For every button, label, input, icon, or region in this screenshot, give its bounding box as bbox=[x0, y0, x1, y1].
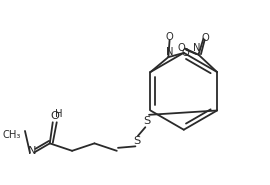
Text: H: H bbox=[55, 109, 62, 119]
Text: O: O bbox=[182, 48, 190, 58]
Text: S: S bbox=[143, 116, 150, 126]
Text: O: O bbox=[201, 33, 209, 43]
Text: N: N bbox=[194, 43, 201, 53]
Text: O: O bbox=[50, 111, 59, 121]
Text: N: N bbox=[166, 47, 173, 57]
Text: N: N bbox=[28, 146, 37, 156]
Text: CH₃: CH₃ bbox=[3, 130, 21, 140]
Text: O: O bbox=[166, 32, 173, 42]
Text: O: O bbox=[177, 43, 185, 53]
Text: S: S bbox=[133, 136, 140, 146]
